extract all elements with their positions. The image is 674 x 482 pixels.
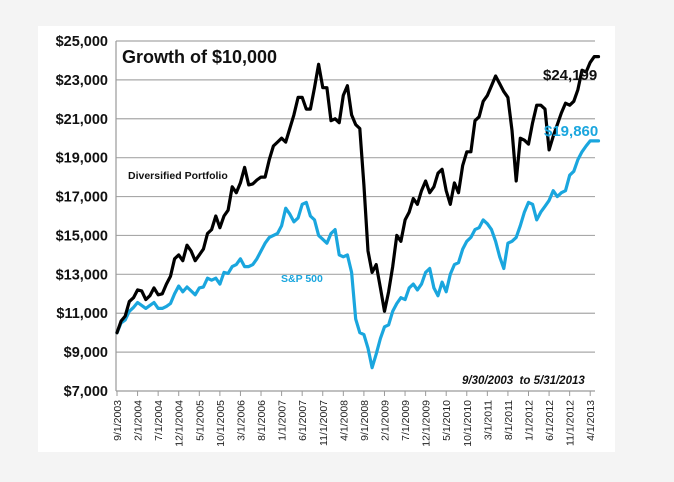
x-tick-label: 1/1/2012 bbox=[524, 400, 536, 441]
x-tick-label: 8/1/2006 bbox=[256, 400, 268, 441]
x-tick-label: 5/1/2010 bbox=[441, 400, 453, 441]
x-tick-labels: 9/1/2003 2/1/2004 7/1/2004 12/1/2004 5/1/200… bbox=[112, 391, 597, 447]
x-tick-label: 6/1/2012 bbox=[544, 400, 556, 441]
y-tick-label: $21,000 bbox=[56, 112, 108, 128]
x-tick-label: 4/1/2008 bbox=[338, 400, 350, 441]
series-lines bbox=[115, 55, 601, 370]
x-tick-label: 11/1/2012 bbox=[565, 400, 577, 446]
x-tick-label: 9/1/2003 bbox=[112, 400, 124, 441]
y-tick-label: $17,000 bbox=[56, 190, 108, 206]
y-tick-label: $11,000 bbox=[56, 306, 108, 322]
x-tick-label: 3/1/2006 bbox=[235, 400, 247, 441]
y-tick-label: $15,000 bbox=[56, 228, 108, 244]
x-tick-label: 3/1/2011 bbox=[482, 400, 494, 440]
chart-card: $7,000 $9,000 $11,000 $13,000 $15,000 $17,000… bbox=[38, 26, 615, 452]
chart-title: Growth of $10,000 bbox=[122, 47, 277, 67]
x-tick-label: 2/1/2004 bbox=[133, 400, 145, 441]
y-tick-label: $25,000 bbox=[56, 34, 108, 50]
x-tick-label: 2/1/2009 bbox=[379, 400, 391, 441]
y-tick-label: $13,000 bbox=[56, 267, 108, 283]
y-tick-label: $19,000 bbox=[56, 151, 108, 167]
x-tick-label: 6/1/2007 bbox=[297, 400, 309, 441]
x-tick-label: 12/1/2004 bbox=[174, 400, 186, 447]
gridlines bbox=[116, 40, 595, 353]
line-chart: $7,000 $9,000 $11,000 $13,000 $15,000 $17,000… bbox=[56, 34, 601, 447]
end-value-label-sp500: $19,860 bbox=[544, 123, 598, 140]
series-line-sp500 bbox=[115, 139, 601, 370]
x-tick-label: 8/1/2011 bbox=[503, 400, 515, 440]
legend-label-sp500: S&P 500 bbox=[281, 273, 323, 285]
y-tick-label: $7,000 bbox=[64, 384, 108, 400]
x-tick-label: 7/1/2004 bbox=[153, 400, 165, 441]
x-tick-label: 11/1/2007 bbox=[318, 400, 330, 446]
y-tick-label: $23,000 bbox=[56, 73, 108, 89]
x-tick-label: 12/1/2009 bbox=[421, 400, 433, 447]
x-tick-label: 1/1/2007 bbox=[277, 400, 289, 441]
y-tick-labels: $7,000 $9,000 $11,000 $13,000 $15,000 $17,000… bbox=[56, 34, 108, 400]
y-tick-label: $9,000 bbox=[64, 345, 108, 361]
x-tick-label: 4/1/2013 bbox=[585, 400, 597, 441]
x-tick-label: 10/1/2005 bbox=[215, 400, 227, 447]
x-tick-label: 10/1/2010 bbox=[462, 400, 474, 447]
legend-label-diversified: Diversified Portfolio bbox=[128, 170, 228, 182]
x-tick-label: 9/1/2008 bbox=[359, 400, 371, 441]
date-range-note: 9/30/2003 to 5/31/2013 bbox=[462, 375, 585, 387]
end-value-label-diversified: $24,199 bbox=[543, 67, 597, 84]
x-tick-label: 5/1/2005 bbox=[194, 400, 206, 441]
x-tick-label: 7/1/2009 bbox=[400, 400, 412, 441]
series-line-diversified-portfolio bbox=[115, 55, 601, 335]
